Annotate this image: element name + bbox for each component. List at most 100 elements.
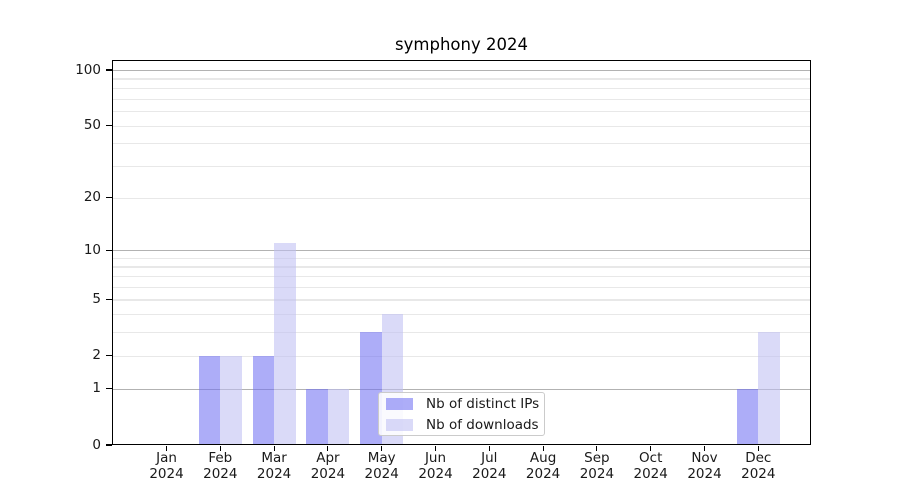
y-tick [105,124,112,127]
x-tick-label: Jun 2024 [400,450,472,482]
x-tick [273,445,275,451]
y-tick-label: 5 [92,290,101,307]
legend: Nb of distinct IPs Nb of downloads [378,392,545,436]
y-tick-label: 0 [92,436,101,453]
y-tick-label: 1 [92,380,101,397]
major-gridline [112,250,811,252]
x-tick-year: 2024 [418,465,453,482]
minor-gridline [112,332,811,334]
x-tick-month: May [367,450,396,466]
minor-gridline [112,257,811,259]
x-tick-month: Jan [156,450,177,466]
legend-row: Nb of downloads [386,416,539,433]
minor-gridline [112,98,811,100]
x-tick-label: Jul 2024 [453,450,525,482]
minor-gridline [112,197,811,199]
bar-distinct-ips [360,332,382,445]
x-tick [327,445,329,451]
bar-downloads [758,332,780,445]
minor-gridline [112,314,811,316]
x-tick-label: Jan 2024 [131,450,203,482]
x-tick-year: 2024 [203,465,238,482]
legend-label-distinct-ips: Nb of distinct IPs [426,395,540,412]
legend-label-downloads: Nb of downloads [426,416,539,433]
x-tick-label: Mar 2024 [238,450,310,482]
x-tick-label: May 2024 [346,450,418,482]
y-tick-label: 20 [83,189,101,206]
x-tick-year: 2024 [579,465,615,482]
bar-downloads [274,243,296,445]
x-tick-label: Feb 2024 [184,450,256,482]
x-tick-month: Oct [639,450,663,466]
plot-area [112,60,811,445]
x-tick-year: 2024 [256,465,292,482]
x-tick-month: Jun [424,450,447,466]
y-tick-label: 2 [92,347,101,364]
y-tick [105,444,112,446]
y-tick [105,69,112,71]
y-tick [105,298,112,300]
y-tick-label: 50 [83,117,101,134]
x-tick [488,445,490,451]
minor-gridline [112,143,811,145]
x-tick-label: Sep 2024 [561,450,633,482]
x-tick [381,445,383,451]
x-tick-label: Dec 2024 [722,450,794,482]
x-tick [165,445,168,451]
minor-gridline [112,286,811,288]
x-tick-year: 2024 [633,465,668,482]
chart-title: symphony 2024 [395,35,528,54]
minor-gridline [112,125,811,127]
x-tick [757,445,759,451]
y-tick [105,355,112,357]
y-tick-label: 100 [75,61,101,78]
x-tick [219,445,221,451]
major-gridline [112,70,811,72]
x-tick [596,445,598,451]
x-tick-month: Dec [745,450,772,466]
minor-gridline [112,276,811,278]
x-tick-year: 2024 [310,465,346,482]
minor-gridline [112,87,811,90]
y-tick [105,197,112,199]
x-tick-label: Apr 2024 [292,450,364,482]
minor-gridline [112,299,811,301]
legend-row: Nb of distinct IPs [386,395,540,412]
bar-distinct-ips [306,388,328,445]
x-tick-label: Nov 2024 [669,450,741,482]
minor-gridline [112,110,811,113]
bar-downloads [327,388,350,445]
x-tick-year: 2024 [364,465,399,482]
y-tick-label: 10 [83,241,101,258]
minor-gridline [112,78,811,80]
legend-swatch-distinct-ips [386,397,413,410]
x-tick-label: Aug 2024 [507,450,579,482]
major-gridline [112,388,811,390]
x-tick-month: Mar [261,450,287,466]
x-tick-year: 2024 [472,465,507,482]
minor-gridline [112,266,811,268]
x-tick-year: 2024 [741,465,776,482]
minor-gridline [112,355,811,357]
legend-swatch-downloads [386,418,413,431]
bar-downloads [220,355,242,445]
y-tick [105,249,112,251]
minor-gridline [112,165,811,168]
x-tick-month: Jul [481,450,498,466]
x-tick-month: Aug [529,450,557,466]
x-tick-label: Oct 2024 [615,450,687,482]
x-tick [434,445,437,451]
x-tick-year: 2024 [149,465,184,482]
x-tick-year: 2024 [687,465,722,482]
x-tick [542,445,544,451]
x-tick-month: Apr [316,450,340,466]
x-tick-year: 2024 [525,465,561,482]
bar-distinct-ips [252,355,275,445]
x-tick-month: Nov [691,450,718,466]
bar-distinct-ips [198,355,221,445]
y-tick [105,388,112,390]
x-tick-month: Feb [208,450,233,466]
bar-distinct-ips [736,388,759,445]
x-tick-month: Sep [584,450,610,466]
